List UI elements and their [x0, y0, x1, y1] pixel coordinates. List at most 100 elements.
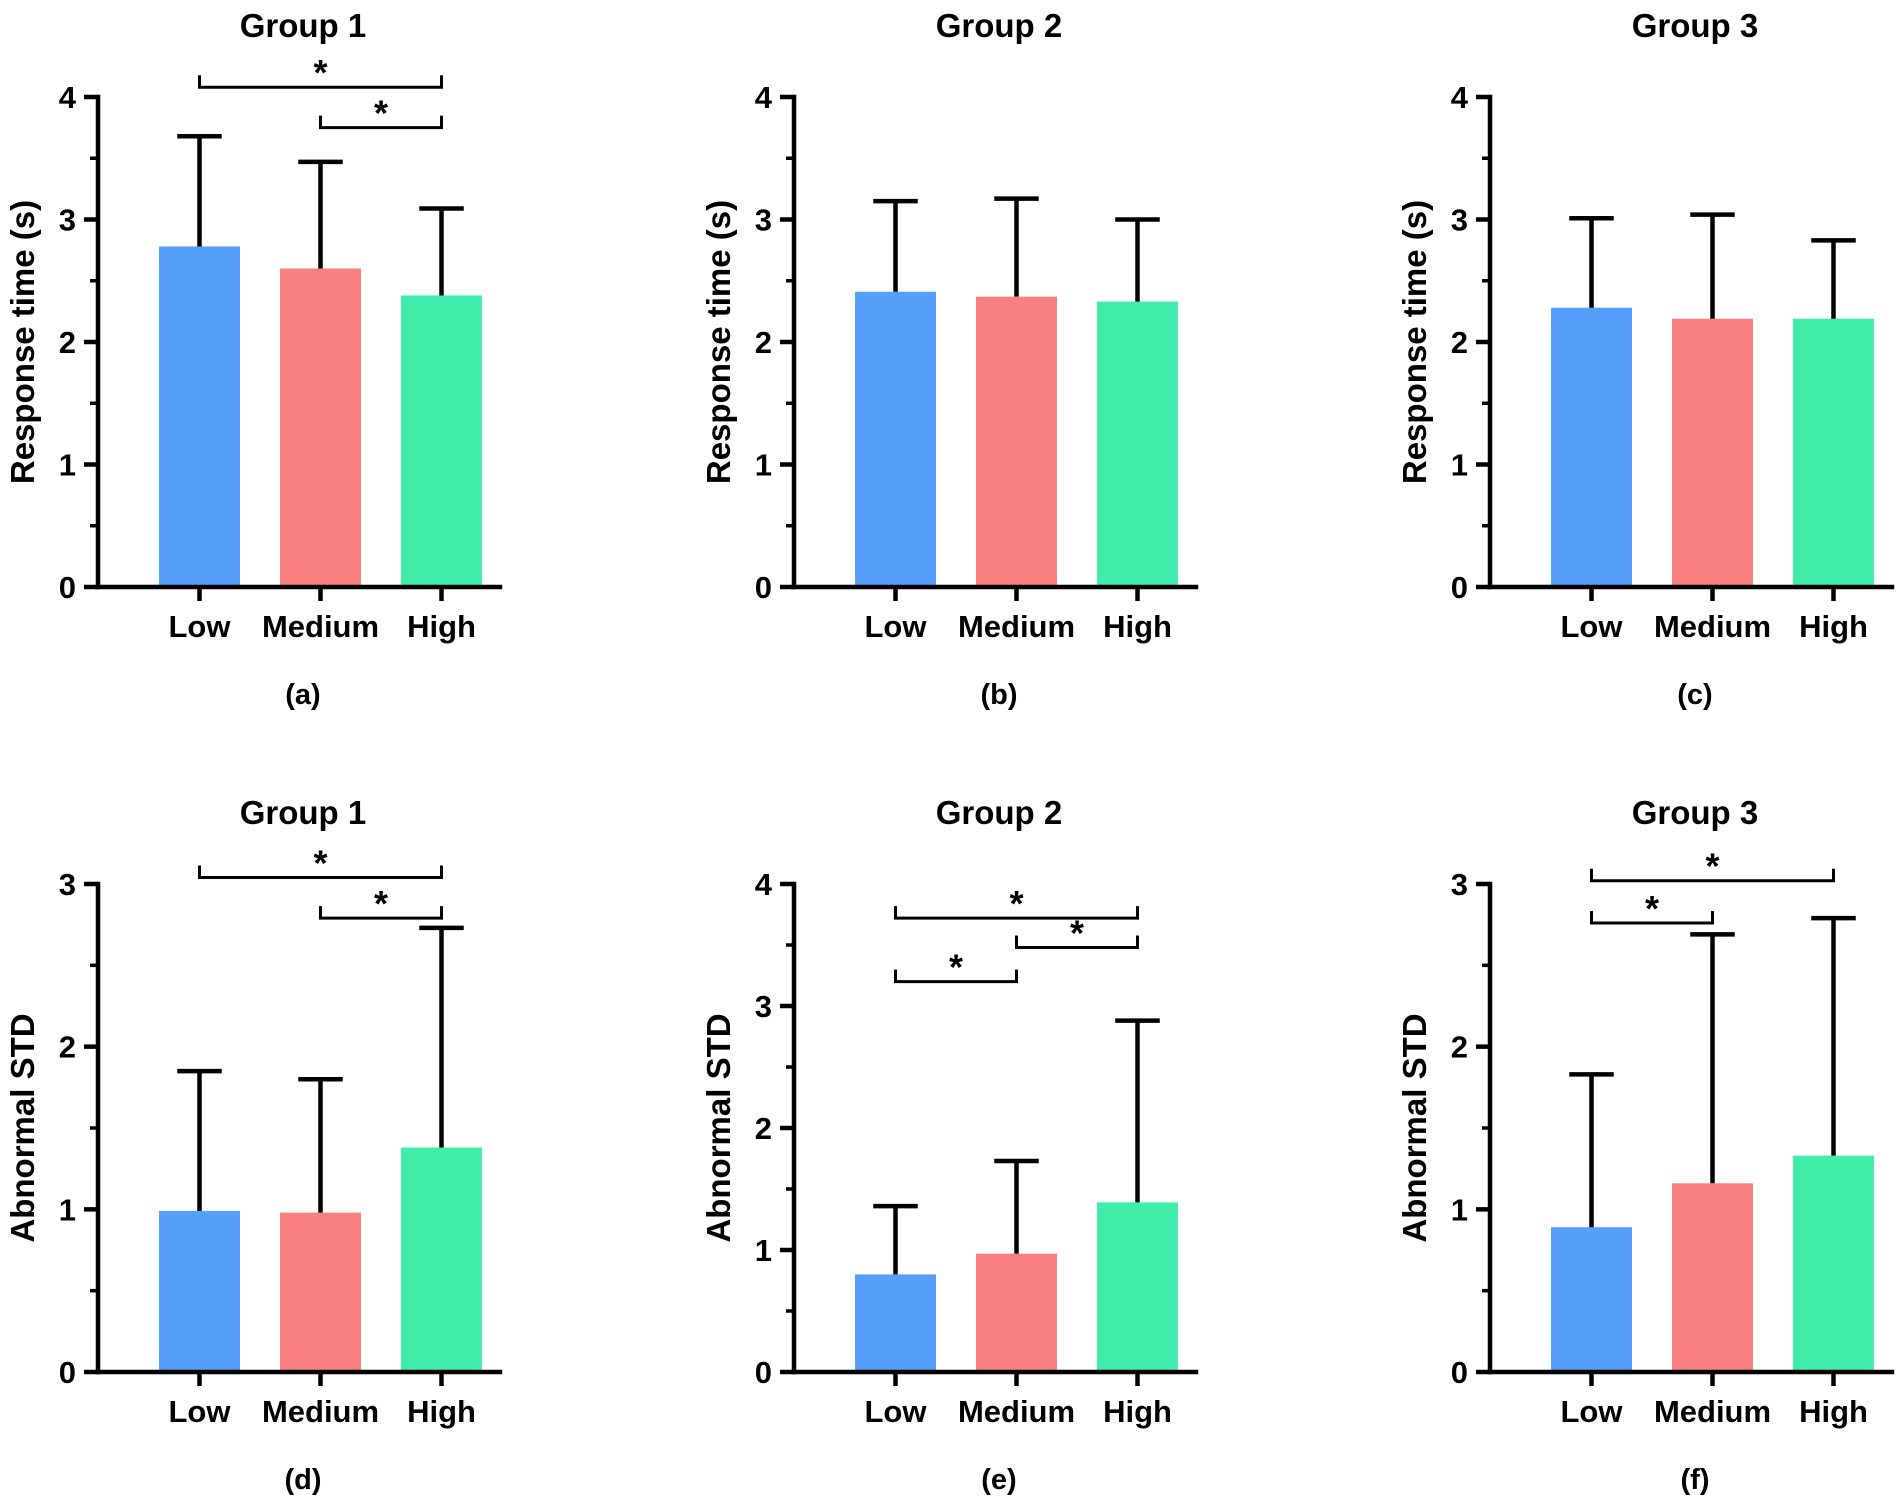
bar-medium	[976, 296, 1057, 587]
y-tick-label: 1	[755, 448, 772, 483]
bar-high	[401, 295, 482, 587]
significance-bracket	[319, 906, 443, 920]
y-tick-label: 2	[59, 1030, 76, 1065]
x-tick-label-low: Low	[865, 609, 928, 644]
panel-title: Group 2	[936, 794, 1063, 831]
panel-label: (d)	[284, 1464, 321, 1496]
y-axis-label: Response time (s)	[1396, 200, 1433, 484]
y-tick-label: 3	[59, 867, 76, 902]
bar-low	[159, 1210, 240, 1372]
y-tick-label: 2	[755, 325, 772, 360]
x-tick-label-low: Low	[169, 1394, 232, 1429]
y-tick-label: 0	[1451, 1355, 1468, 1390]
significance-bracket	[1590, 911, 1714, 925]
bar-high	[401, 1147, 482, 1372]
significance-bracket	[198, 75, 443, 89]
panel-label: (c)	[1677, 679, 1712, 711]
bar-high	[1097, 301, 1178, 587]
bar-low	[855, 291, 936, 587]
x-tick-label-low: Low	[1561, 1394, 1624, 1429]
y-tick-label: 2	[1451, 1030, 1468, 1065]
y-tick-label: 0	[59, 570, 76, 605]
chart-panel-1: 0 1 2 3 4 Low Medium High Group 1 Response time (…	[4, 7, 503, 711]
panel-title: Group 1	[240, 7, 367, 44]
x-tick-label-high: High	[407, 1394, 476, 1429]
y-axis-label: Abnormal STD	[4, 1013, 41, 1242]
x-tick-label-medium: Medium	[958, 609, 1075, 644]
bar-high	[1097, 1202, 1178, 1372]
y-tick-label: 0	[59, 1355, 76, 1390]
y-tick-label: 1	[59, 448, 76, 483]
x-tick-label-medium: Medium	[1654, 1394, 1771, 1429]
bar-high	[1793, 318, 1874, 587]
significance-star: *	[313, 52, 327, 93]
y-tick-label: 2	[59, 325, 76, 360]
significance-bracket	[319, 115, 443, 130]
y-tick-label: 1	[1451, 1192, 1468, 1227]
significance-star: *	[374, 883, 388, 924]
y-tick-label: 2	[1451, 325, 1468, 360]
y-tick-label: 3	[755, 203, 772, 238]
significance-bracket	[1015, 935, 1139, 949]
y-tick-label: 0	[755, 1355, 772, 1390]
bar-low	[1551, 1227, 1632, 1372]
significance-bracket	[1590, 868, 1835, 883]
bar-high	[1793, 1155, 1874, 1372]
y-tick-label: 1	[59, 1192, 76, 1227]
y-tick-label: 4	[755, 867, 773, 902]
bar-low	[1551, 307, 1632, 587]
y-tick-label: 4	[755, 80, 773, 115]
x-tick-label-medium: Medium	[1654, 609, 1771, 644]
bar-medium	[976, 1253, 1057, 1372]
y-tick-label: 1	[1451, 448, 1468, 483]
x-tick-label-medium: Medium	[958, 1394, 1075, 1429]
chart-panel-5: 0 1 2 3 4 Low Medium High Group 2 Abnormal STD (e)…	[700, 794, 1199, 1496]
bar-low	[159, 246, 240, 587]
panel-title: Group 2	[936, 7, 1063, 44]
panel-title: Group 1	[240, 794, 367, 831]
y-axis-label: Abnormal STD	[700, 1013, 737, 1242]
x-tick-label-high: High	[1103, 1394, 1172, 1429]
significance-star: *	[949, 947, 963, 988]
y-tick-label: 0	[1451, 570, 1468, 605]
bar-medium	[280, 268, 361, 587]
x-tick-label-medium: Medium	[262, 609, 379, 644]
y-axis-label: Response time (s)	[4, 200, 41, 484]
significance-star: *	[1009, 883, 1023, 924]
significance-star: *	[1705, 846, 1719, 887]
panel-label: (f)	[1681, 1464, 1710, 1496]
y-tick-label: 1	[755, 1233, 772, 1268]
panel-label: (e)	[981, 1464, 1016, 1496]
significance-star: *	[313, 842, 327, 883]
bar-low	[855, 1274, 936, 1372]
y-tick-label: 2	[755, 1111, 772, 1146]
y-tick-label: 3	[1451, 203, 1468, 238]
significance-star: *	[374, 93, 388, 134]
x-tick-label-high: High	[1799, 1394, 1868, 1429]
x-tick-label-low: Low	[1561, 609, 1624, 644]
chart-panel-3: 0 1 2 3 4 Low Medium High Group 3 Response time (…	[1396, 7, 1895, 711]
bar-medium	[1672, 318, 1753, 587]
chart-panel-6: 0 1 2 3 Low Medium High Group 3 Abnormal STD (f) *…	[1396, 794, 1895, 1496]
y-tick-label: 3	[59, 203, 76, 238]
x-tick-label-high: High	[1799, 609, 1868, 644]
y-tick-label: 4	[59, 80, 77, 115]
chart-panel-2: 0 1 2 3 4 Low Medium High Group 2 Response time (…	[700, 7, 1199, 711]
significance-bracket	[894, 906, 1139, 920]
y-tick-label: 0	[755, 570, 772, 605]
x-tick-label-low: Low	[169, 609, 232, 644]
bar-medium	[280, 1212, 361, 1372]
x-tick-label-high: High	[407, 609, 476, 644]
significance-star: *	[1645, 888, 1659, 929]
x-tick-label-medium: Medium	[262, 1394, 379, 1429]
y-axis-label: Response time (s)	[700, 200, 737, 484]
significance-star: *	[1070, 912, 1084, 953]
chart-panel-4: 0 1 2 3 Low Medium High Group 1 Abnormal STD (d) *…	[4, 794, 503, 1496]
significance-bracket	[198, 865, 443, 879]
panel-label: (b)	[980, 679, 1017, 711]
panel-label: (a)	[285, 679, 320, 711]
y-tick-label: 3	[755, 989, 772, 1024]
y-axis-label: Abnormal STD	[1396, 1013, 1433, 1242]
bar-medium	[1672, 1183, 1753, 1372]
